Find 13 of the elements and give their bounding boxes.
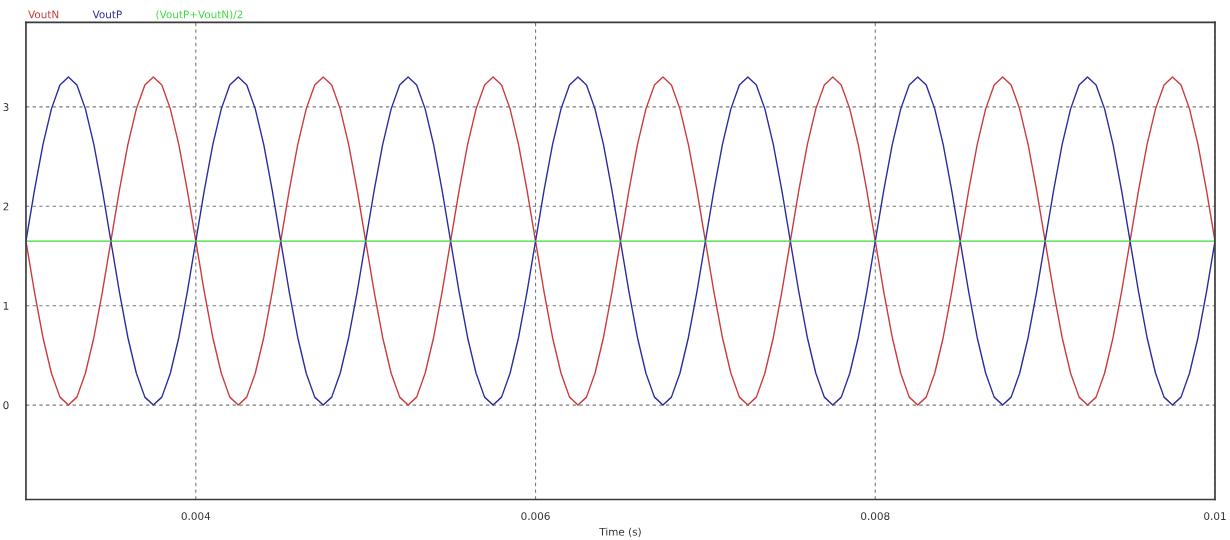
x-tick-label: 0.008 (861, 512, 890, 521)
text: VoutP (92, 10, 122, 19)
line-series (25, 76, 1215, 406)
y-tick-label: 3 (3, 103, 9, 111)
y-tick-label: 1 (3, 302, 9, 310)
x-axis-title: Time (s) (599, 527, 641, 537)
x-tick-label: 0.006 (521, 512, 550, 521)
x-tick-label: 0.004 (181, 512, 211, 521)
text: (VoutP+VoutN)/2 (156, 10, 243, 20)
y-tick-label: 2 (3, 202, 9, 211)
text: VoutN (28, 10, 59, 19)
y-tick-label: 0 (3, 401, 9, 410)
x-tick-label: 0.01 (1204, 512, 1226, 521)
